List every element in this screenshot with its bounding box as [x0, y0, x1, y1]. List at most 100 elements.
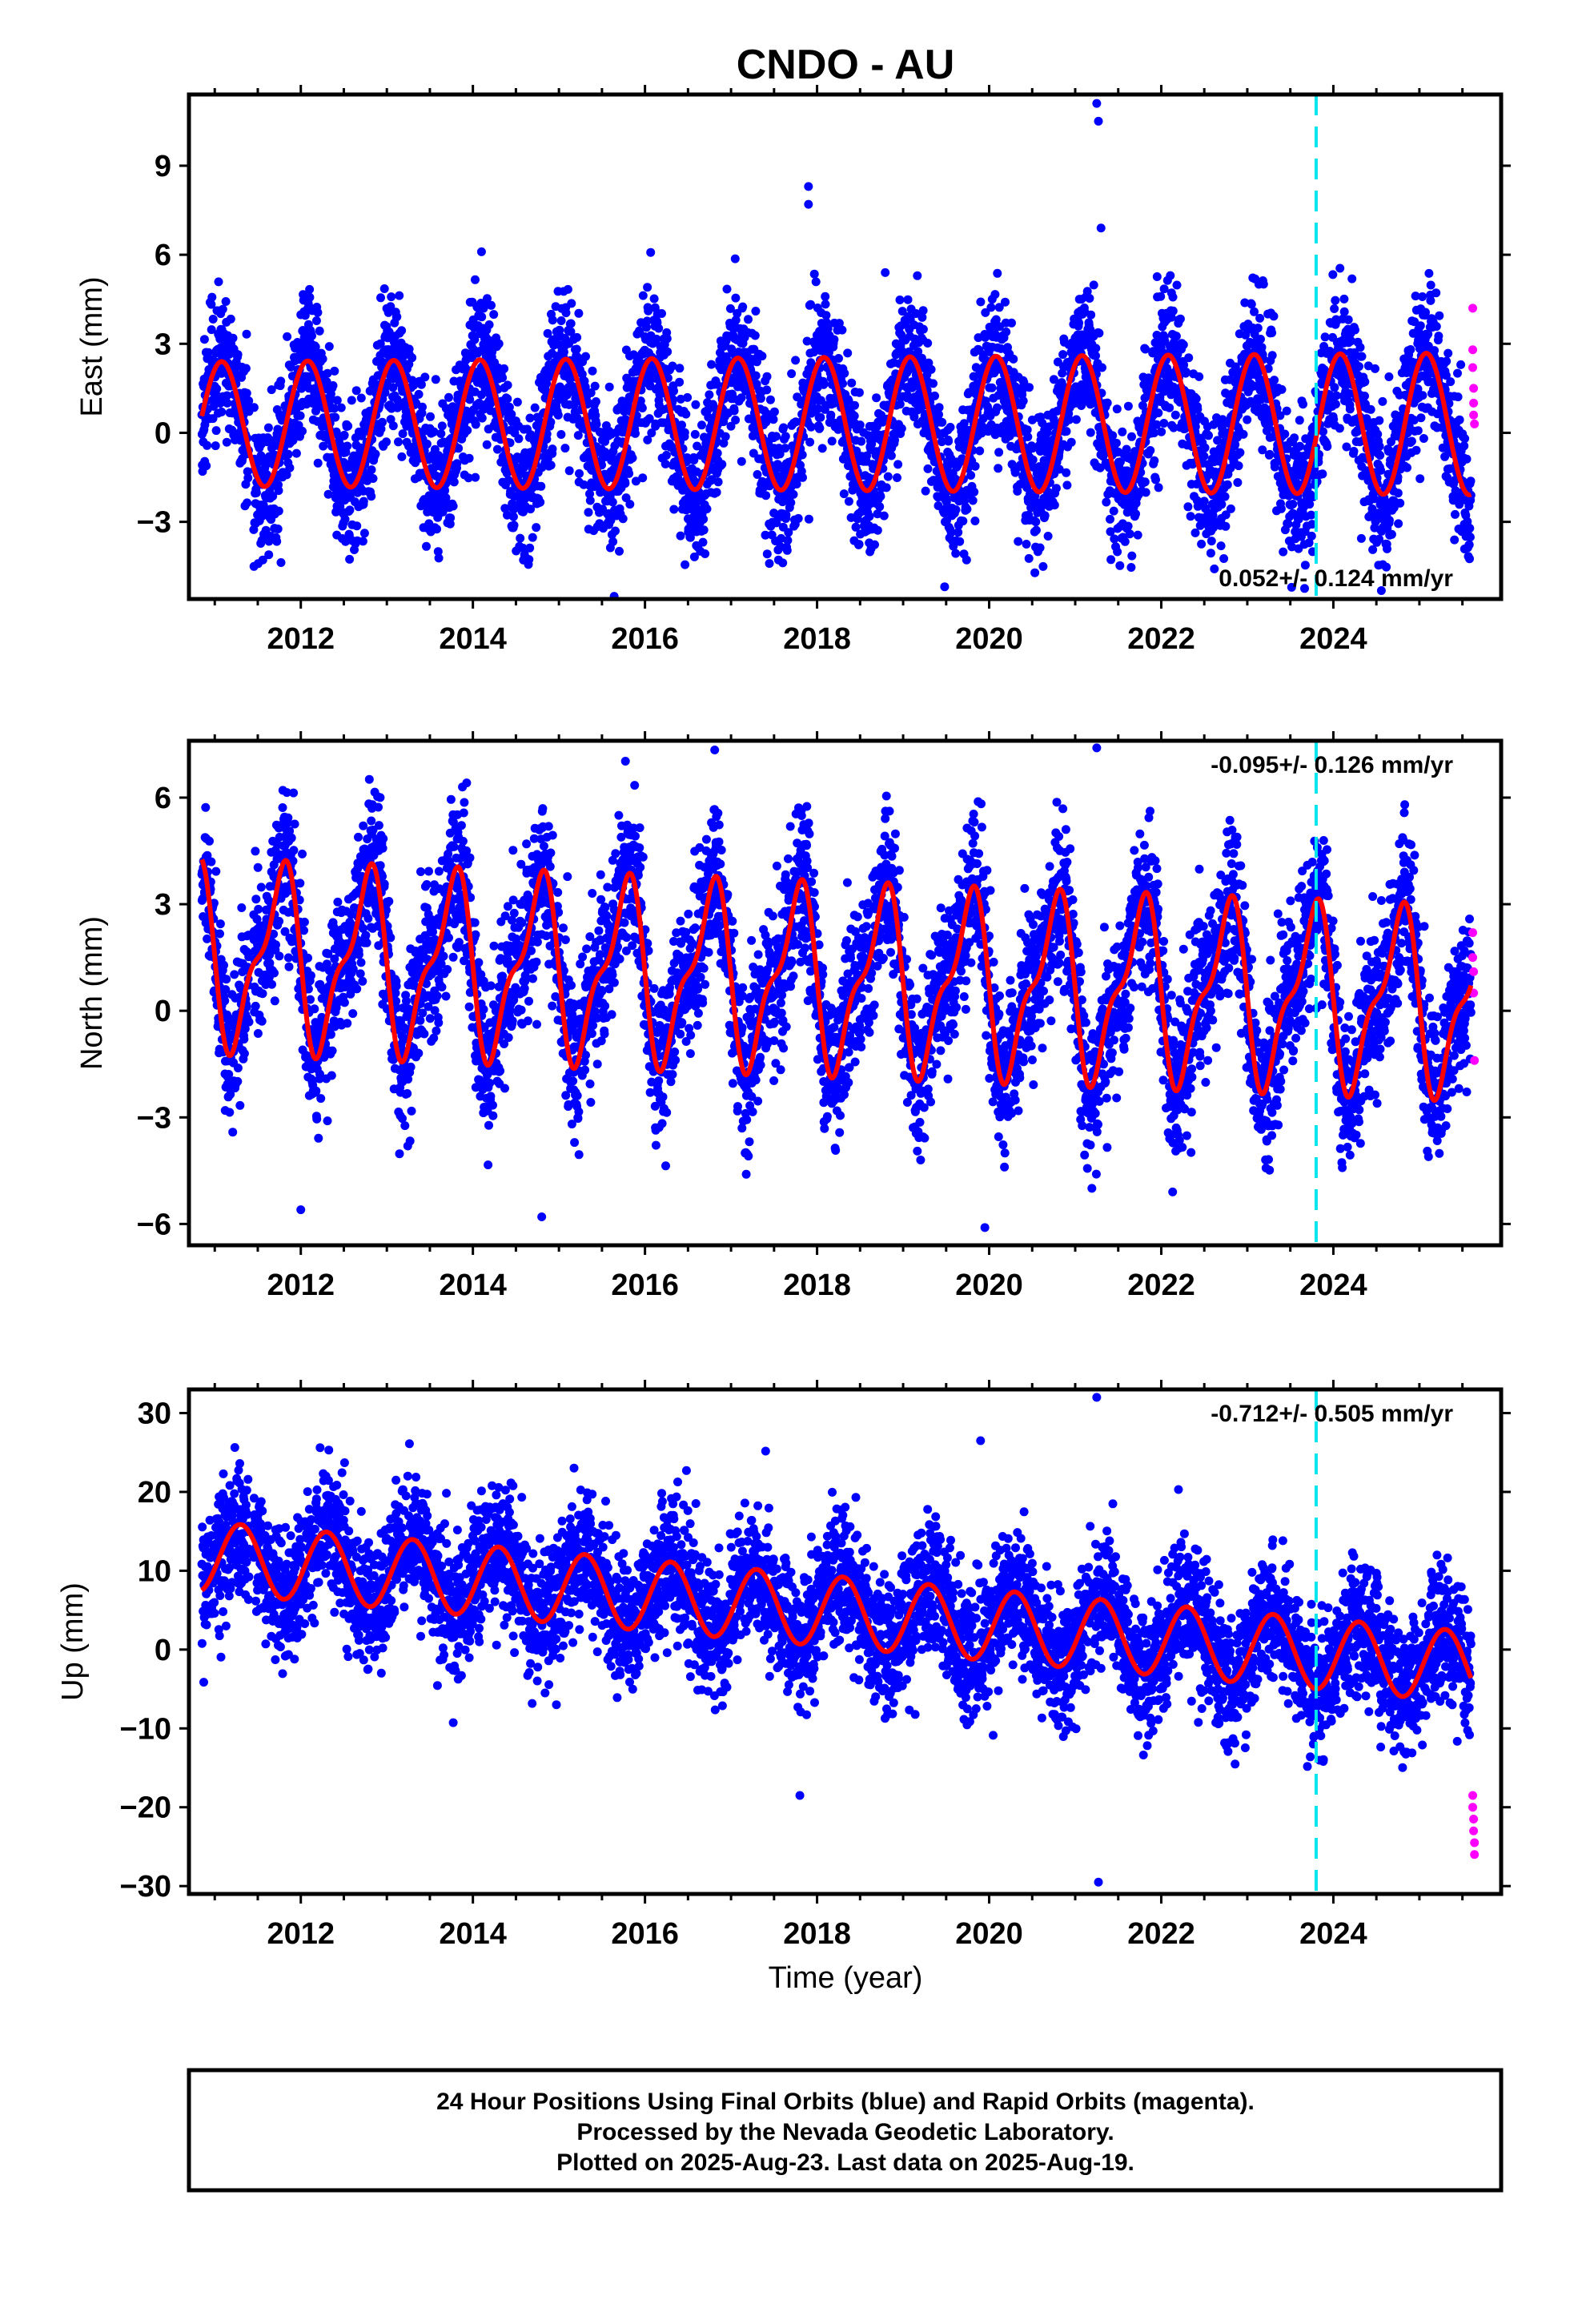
- data-point: [1371, 364, 1379, 373]
- data-point: [1009, 354, 1018, 364]
- data-point: [484, 320, 494, 329]
- data-point: [546, 417, 556, 427]
- data-point: [298, 426, 307, 436]
- data-point: [1168, 306, 1178, 316]
- data-point: [1038, 561, 1048, 571]
- data-point: [642, 316, 652, 326]
- data-point: [713, 448, 722, 458]
- data-point: [1058, 350, 1068, 360]
- data-point: [242, 329, 251, 339]
- data-point: [762, 549, 772, 559]
- data-point: [918, 306, 928, 316]
- data-point: [218, 304, 227, 314]
- data-point: [563, 284, 572, 294]
- data-point: [762, 385, 772, 395]
- data-point: [359, 497, 368, 506]
- data-point: [1360, 392, 1369, 400]
- data-point: [934, 403, 944, 412]
- data-point: [837, 325, 847, 335]
- data-point: [608, 537, 618, 546]
- data-point: [951, 505, 961, 514]
- data-point: [1191, 394, 1201, 404]
- data-point: [844, 497, 853, 506]
- data-point: [631, 476, 640, 486]
- data-point: [202, 461, 211, 471]
- data-point: [438, 507, 448, 517]
- data-point: [343, 421, 353, 431]
- data-point: [1239, 429, 1248, 439]
- data-point: [816, 412, 825, 422]
- data-point: [444, 392, 453, 402]
- data-point: [1279, 547, 1288, 557]
- data-point: [854, 388, 864, 397]
- data-point: [1277, 384, 1287, 394]
- data-point: [452, 459, 462, 468]
- data-point: [644, 306, 653, 316]
- data-point: [420, 372, 430, 382]
- data-point: [1102, 398, 1112, 408]
- data-point: [1347, 274, 1357, 283]
- data-point: [1270, 376, 1279, 385]
- data-point: [968, 496, 978, 505]
- data-point: [1267, 351, 1277, 360]
- data-point: [1126, 563, 1136, 572]
- data-point: [661, 459, 670, 468]
- data-point: [930, 391, 939, 400]
- data-point: [886, 451, 896, 460]
- data-point: [717, 460, 727, 469]
- data-point: [243, 467, 252, 476]
- data-point: [761, 491, 771, 501]
- data-point: [398, 429, 408, 439]
- data-point: [1356, 533, 1366, 543]
- data-point: [1220, 492, 1230, 501]
- data-point: [1345, 404, 1355, 414]
- data-point: [1335, 424, 1344, 433]
- data-point: [1259, 279, 1268, 289]
- data-point: [1216, 541, 1226, 551]
- data-point: [749, 448, 758, 458]
- data-point: [839, 489, 849, 499]
- data-point: [725, 304, 735, 313]
- data-point: [1330, 383, 1339, 392]
- data-point: [1226, 504, 1235, 513]
- data-point: [471, 420, 480, 429]
- data-point: [1018, 396, 1028, 406]
- data-point: [668, 361, 677, 371]
- data-point: [722, 284, 732, 294]
- data-point: [397, 326, 407, 336]
- data-point: [530, 403, 540, 412]
- data-point: [584, 508, 593, 517]
- data-point: [422, 541, 431, 551]
- data-point: [1151, 475, 1160, 485]
- data-point: [1062, 468, 1071, 477]
- data-point: [829, 335, 839, 344]
- data-point: [781, 432, 790, 441]
- data-point: [929, 379, 938, 388]
- data-point: [1066, 437, 1076, 447]
- data-point: [470, 387, 480, 396]
- data-point: [990, 290, 1000, 300]
- data-point: [585, 489, 594, 499]
- data-point: [345, 554, 355, 564]
- data-point: [323, 368, 332, 378]
- data-point: [548, 316, 557, 325]
- data-point: [379, 284, 389, 293]
- data-point: [375, 339, 385, 348]
- data-point: [311, 316, 321, 325]
- data-point: [1150, 456, 1159, 465]
- data-point: [1156, 292, 1166, 301]
- data-point: [264, 550, 274, 560]
- data-point: [1091, 344, 1101, 353]
- data-point: [1086, 428, 1095, 437]
- data-point: [532, 523, 541, 533]
- data-point: [731, 293, 741, 303]
- data-point: [436, 429, 446, 438]
- data-point: [699, 514, 709, 524]
- data-point: [778, 558, 788, 568]
- data-point: [1223, 480, 1232, 489]
- data-point: [1171, 332, 1181, 341]
- data-point: [503, 394, 512, 404]
- data-point: [1366, 404, 1375, 414]
- data-point: [1376, 465, 1386, 475]
- data-point: [315, 326, 324, 336]
